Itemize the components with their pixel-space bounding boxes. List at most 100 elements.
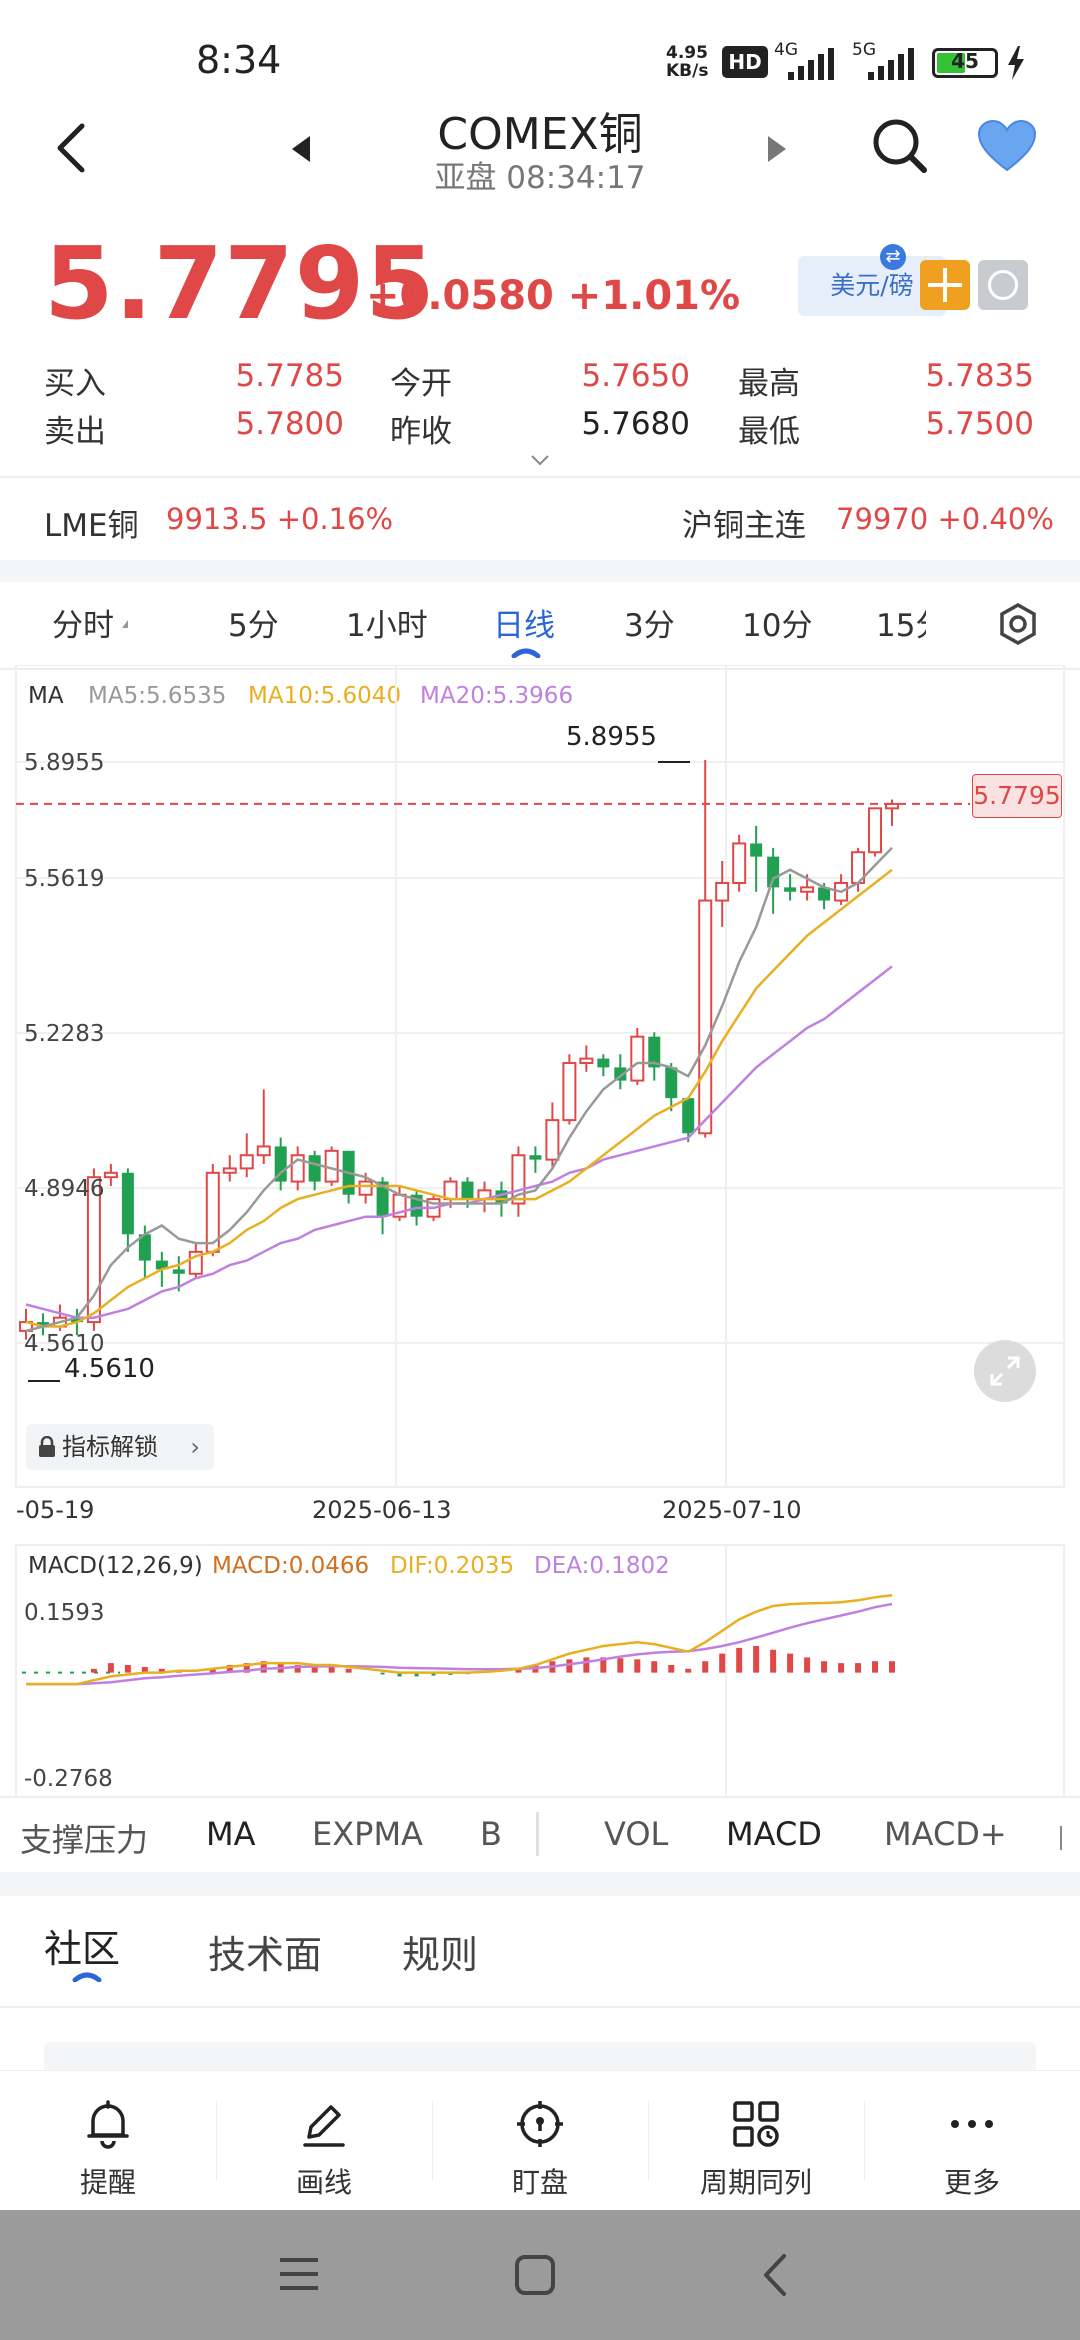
lock-icon bbox=[39, 1436, 55, 1457]
ind-expma[interactable]: EXPMA bbox=[312, 1815, 423, 1853]
nav-period-compare-label: 周期同列 bbox=[699, 2166, 812, 2199]
grid-app-icon[interactable] bbox=[920, 260, 970, 310]
lme-label[interactable]: LME铜 bbox=[44, 508, 139, 544]
candle-up bbox=[732, 842, 747, 884]
candle-up bbox=[630, 1035, 645, 1082]
tab-5min[interactable]: 5分 bbox=[228, 608, 279, 644]
ma10-legend: MA10:5.6040 bbox=[248, 683, 402, 709]
candle-down bbox=[529, 1155, 542, 1160]
prev-contract-icon[interactable] bbox=[290, 136, 312, 162]
target-icon bbox=[517, 2101, 563, 2147]
signal-5g-label: 5G bbox=[852, 40, 876, 60]
back-nav-icon[interactable] bbox=[760, 2252, 790, 2298]
price-axis-bottom: 4.5610 bbox=[24, 1331, 105, 1357]
nav-period-compare[interactable]: 周期同列 bbox=[648, 2071, 864, 2211]
tab-community[interactable]: 社区 bbox=[44, 1927, 121, 1971]
sh-copper-value[interactable]: 79970 +0.40% bbox=[836, 502, 1054, 536]
min-price-label: 4.5610 bbox=[64, 1354, 155, 1384]
nav-draw-label: 画线 bbox=[295, 2166, 352, 2199]
nav-alert-label: 提醒 bbox=[79, 2166, 136, 2199]
nav-sep bbox=[864, 2101, 865, 2181]
net-speed-unit: KB/s bbox=[666, 61, 709, 81]
signal-4g-label: 4G bbox=[774, 40, 798, 60]
macd-axis-bottom: -0.2768 bbox=[24, 1766, 113, 1792]
net-speed-value: 4.95 bbox=[666, 43, 708, 63]
nav-watch-label: 盯盘 bbox=[511, 2166, 568, 2199]
candle-down bbox=[70, 1317, 83, 1323]
candle-up bbox=[103, 1171, 118, 1179]
tab-3min[interactable]: 3分 bbox=[624, 608, 675, 644]
candle-down bbox=[461, 1181, 474, 1200]
favorite-heart-icon[interactable] bbox=[976, 118, 1038, 174]
ind-boll[interactable]: B bbox=[480, 1815, 502, 1853]
ind-vol[interactable]: VOL bbox=[604, 1815, 669, 1853]
tab-rules[interactable]: 规则 bbox=[402, 1933, 479, 1977]
divider-community bbox=[0, 2006, 1080, 2008]
unlock-label: 指标解锁 bbox=[62, 1433, 158, 1461]
ma5-legend: MA5:5.6535 bbox=[88, 683, 227, 709]
expand-chevron-icon[interactable] bbox=[530, 454, 550, 466]
ma5-line bbox=[25, 846, 893, 1333]
tab-10min[interactable]: 10分 bbox=[742, 608, 813, 644]
nav-sep bbox=[216, 2101, 217, 2181]
tab-intraday[interactable]: 分时 bbox=[52, 608, 114, 644]
dif-line bbox=[26, 1593, 893, 1686]
tab-technical[interactable]: 技术面 bbox=[208, 1933, 323, 1977]
chevron-right-icon: › bbox=[190, 1433, 200, 1461]
tab-1hour[interactable]: 1小时 bbox=[346, 608, 428, 644]
fullscreen-button[interactable] bbox=[974, 1340, 1036, 1402]
charging-icon bbox=[1008, 46, 1024, 80]
currency-convert-icon[interactable] bbox=[978, 260, 1028, 310]
section-gap-2 bbox=[0, 1872, 1080, 1896]
macd-legend-dif: DIF:0.2035 bbox=[390, 1553, 515, 1579]
header: COMEX铜 亚盘 08:34:17 bbox=[0, 90, 1080, 200]
lme-value[interactable]: 9913.5 +0.16% bbox=[166, 502, 394, 536]
dea-line bbox=[26, 1602, 893, 1686]
system-navigation-bar bbox=[0, 2210, 1080, 2340]
macd-legend-dea: DEA:0.1802 bbox=[534, 1553, 670, 1579]
nav-draw[interactable]: 画线 bbox=[216, 2071, 432, 2211]
candle-down bbox=[138, 1234, 151, 1261]
next-contract-icon[interactable] bbox=[766, 136, 788, 162]
nav-watch[interactable]: 盯盘 bbox=[432, 2071, 648, 2211]
ind-support-resistance[interactable]: 支撑压力 bbox=[20, 1821, 149, 1859]
candle-down bbox=[682, 1098, 695, 1134]
candle-down bbox=[155, 1260, 168, 1270]
current-price-tag: 5.7795 bbox=[972, 774, 1062, 818]
candle-up bbox=[256, 1145, 271, 1157]
back-icon[interactable] bbox=[54, 122, 88, 174]
sh-copper-label[interactable]: 沪铜主连 bbox=[682, 508, 806, 544]
ind-macd[interactable]: MACD bbox=[726, 1815, 822, 1853]
date-label-1: -05-19 bbox=[16, 1496, 95, 1524]
candle-down bbox=[648, 1036, 661, 1068]
hd-icon: HD bbox=[722, 46, 768, 78]
settings-gear-icon[interactable] bbox=[996, 602, 1040, 646]
ind-more-edge bbox=[1060, 1826, 1062, 1850]
open-label: 今开 bbox=[390, 366, 452, 402]
unlock-indicators-button[interactable]: 指标解锁 › bbox=[26, 1424, 214, 1470]
ind-ma[interactable]: MA bbox=[206, 1815, 256, 1853]
candle-down bbox=[376, 1181, 389, 1217]
ma-legend-label: MA bbox=[28, 683, 64, 709]
candle-down bbox=[597, 1058, 610, 1068]
swap-icon: ⇄ bbox=[880, 244, 906, 270]
ma20-legend: MA20:5.3966 bbox=[420, 683, 574, 709]
home-icon[interactable] bbox=[514, 2254, 556, 2296]
candle-up bbox=[358, 1180, 373, 1196]
expand-icon bbox=[990, 1356, 1020, 1386]
session-time: 亚盘 08:34:17 bbox=[434, 160, 646, 196]
net-speed: 4.95 KB/s bbox=[666, 44, 708, 80]
nav-more[interactable]: 更多 bbox=[864, 2071, 1080, 2211]
ind-macd-plus[interactable]: MACD+ bbox=[884, 1815, 1007, 1853]
nav-alert[interactable]: 提醒 bbox=[0, 2071, 216, 2211]
search-icon[interactable] bbox=[870, 116, 930, 176]
tab-daily[interactable]: 日线 bbox=[493, 608, 555, 644]
ind-separator bbox=[536, 1812, 539, 1856]
last-price: 5.7795 bbox=[44, 225, 436, 342]
battery-icon: 45 bbox=[932, 48, 998, 78]
candlestick-chart[interactable] bbox=[0, 665, 1080, 1805]
more-dots-icon bbox=[951, 2120, 993, 2128]
menu-icon[interactable] bbox=[278, 2254, 320, 2294]
high-label: 最高 bbox=[738, 366, 800, 402]
tab-15min[interactable]: 15分 bbox=[876, 608, 926, 644]
